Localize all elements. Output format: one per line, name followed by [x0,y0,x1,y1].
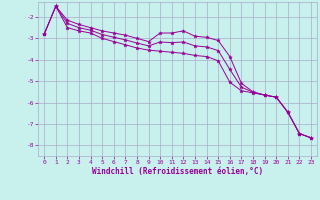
X-axis label: Windchill (Refroidissement éolien,°C): Windchill (Refroidissement éolien,°C) [92,167,263,176]
